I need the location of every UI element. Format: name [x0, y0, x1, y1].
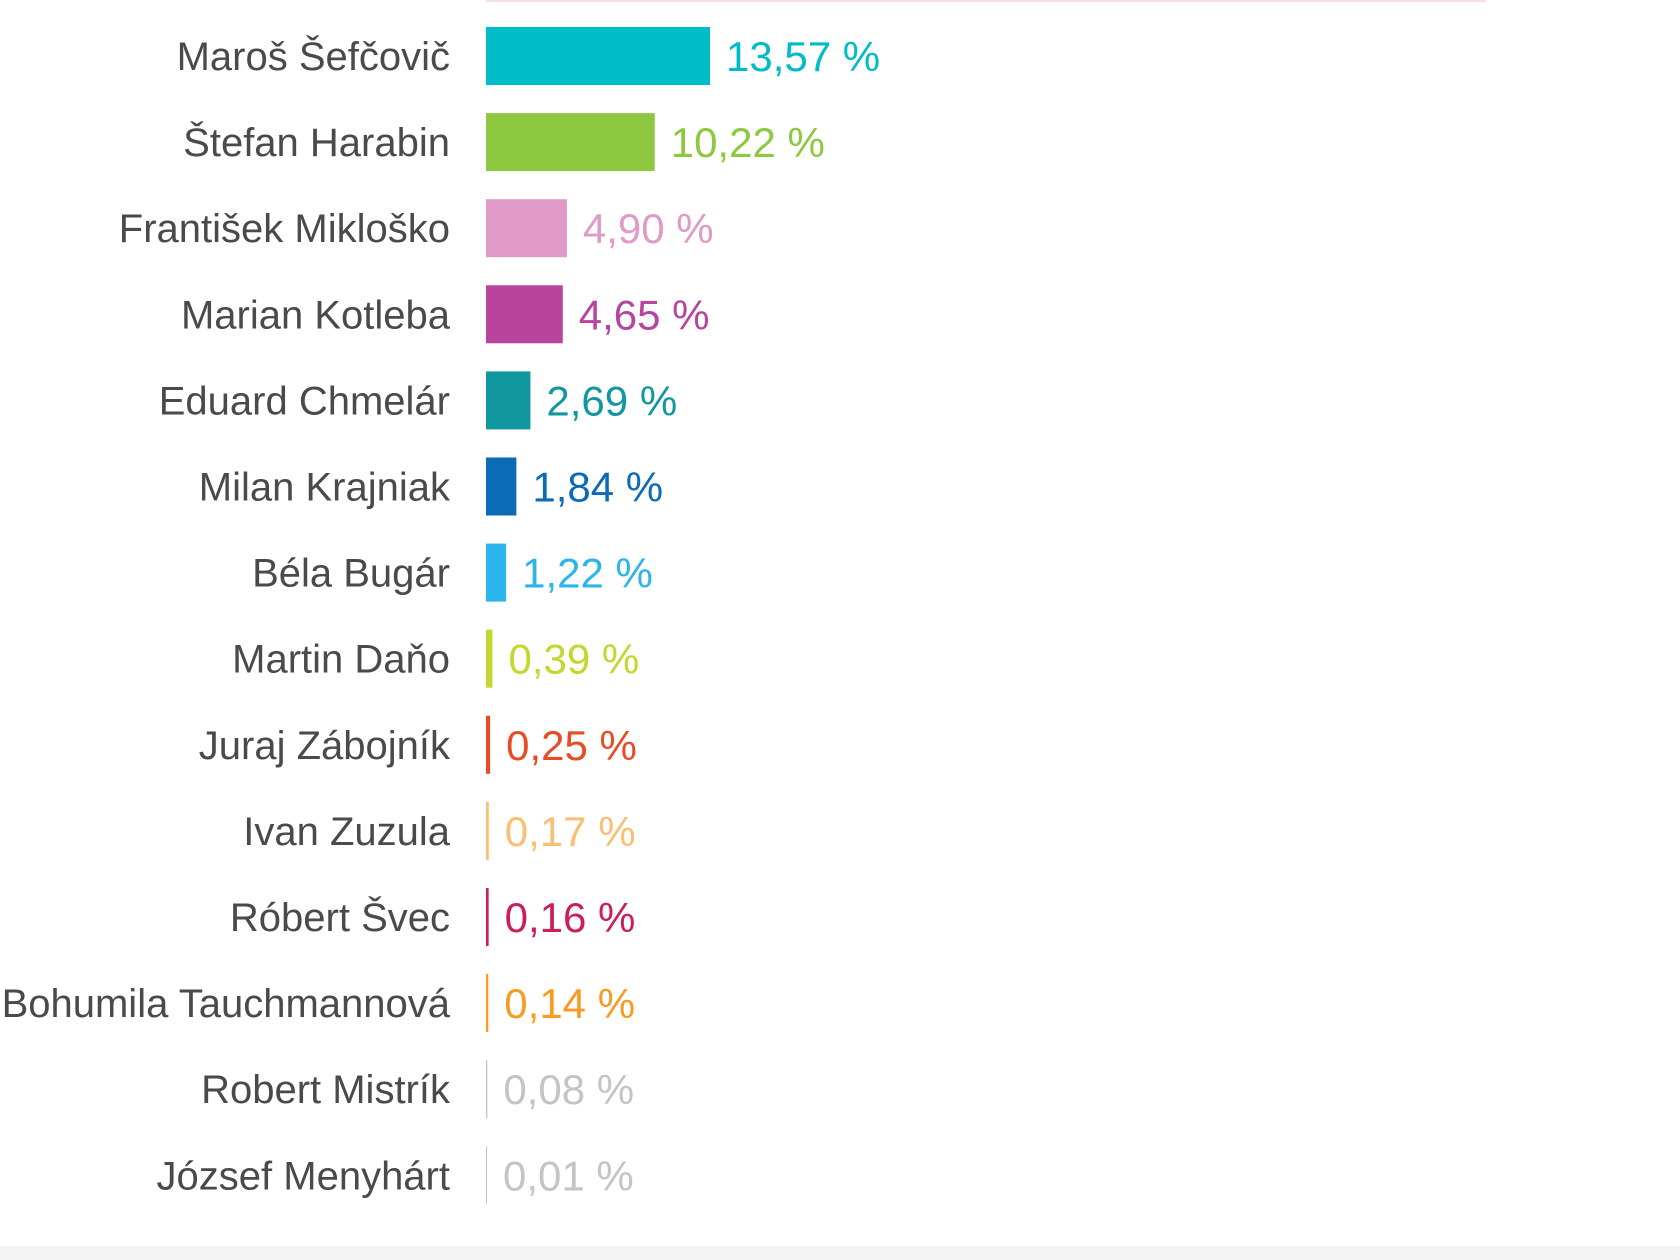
value-label: 1,84 % [532, 464, 663, 511]
bar [486, 1060, 488, 1119]
value-label: 0,08 % [503, 1066, 634, 1113]
value-label: 0,17 % [505, 808, 636, 855]
category-label: Maroš Šefčovič [177, 34, 450, 79]
category-label: Béla Bugár [252, 552, 450, 596]
top-divider [486, 0, 1486, 2]
bar [486, 629, 493, 688]
category-label: Bohumila Tauchmannová [2, 982, 451, 1026]
value-label: 0,16 % [505, 894, 636, 941]
category-label: Juraj Zábojník [199, 724, 451, 768]
bar [486, 715, 491, 774]
value-label: 10,22 % [671, 119, 825, 166]
value-label: 2,69 % [546, 377, 677, 424]
value-label: 0,14 % [504, 980, 635, 1027]
value-label: 4,65 % [579, 291, 710, 338]
value-label: 1,22 % [522, 550, 653, 597]
value-label: 0,25 % [506, 722, 637, 769]
bar [486, 974, 489, 1033]
bar [486, 457, 517, 516]
category-label: József Menyhárt [157, 1154, 450, 1198]
category-label: Robert Mistrík [201, 1068, 451, 1112]
category-label: Ivan Zuzula [243, 810, 451, 854]
bar [486, 113, 655, 172]
bar [486, 285, 563, 344]
category-label: Róbert Švec [230, 895, 450, 940]
bar [486, 199, 567, 258]
category-label: Marian Kotleba [181, 293, 451, 337]
category-label: Milan Krajniak [199, 466, 451, 510]
value-label: 4,90 % [583, 205, 714, 252]
bar [486, 543, 507, 602]
bar [486, 27, 711, 85]
value-label: 13,57 % [726, 33, 880, 80]
bar [486, 888, 489, 946]
bar [486, 371, 531, 430]
category-label: Eduard Chmelár [159, 379, 450, 423]
category-label: Martin Daňo [232, 638, 450, 682]
bottom-strip [0, 1246, 1680, 1260]
bar [486, 1146, 487, 1205]
value-label: 0,01 % [503, 1152, 634, 1199]
bar [486, 801, 489, 860]
category-label: Štefan Harabin [183, 120, 450, 165]
category-label: František Mikloško [119, 207, 450, 251]
value-label: 0,39 % [508, 636, 639, 683]
